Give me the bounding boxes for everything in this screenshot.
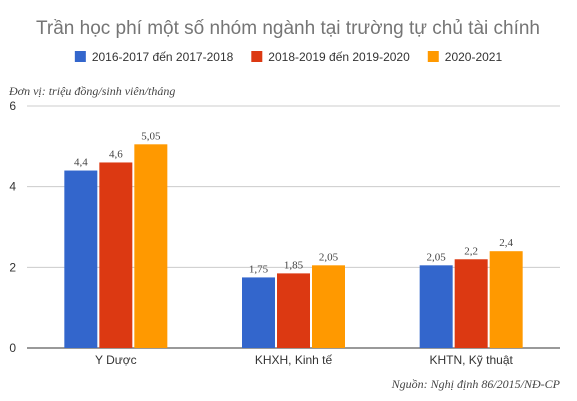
data-label: 2,05 [427, 251, 447, 263]
x-axis: Y Dược KHXH, Kinh tế KHTN, Kỹ thuật [95, 353, 514, 367]
y-tick-label: 6 [9, 99, 16, 113]
unit-label: Đơn vị: triệu đồng/sinh viên/tháng [8, 84, 175, 98]
y-tick-label: 2 [9, 260, 16, 274]
source-label: Nguồn: Nghị định 86/2015/NĐ-CP [391, 377, 561, 391]
legend-label: 2020-2021 [445, 50, 503, 64]
data-label: 1,75 [249, 263, 269, 275]
legend-label: 2018-2019 đến 2019-2020 [268, 50, 410, 64]
data-label: 4,6 [109, 148, 123, 160]
bar [277, 273, 310, 348]
bar [312, 265, 345, 348]
bar [134, 144, 168, 348]
chart-title: Trần học phí một số nhóm ngành tại trườn… [36, 18, 540, 39]
data-label: 1,85 [284, 259, 304, 271]
bars [64, 144, 523, 348]
data-label: 2,05 [319, 251, 339, 263]
data-labels: 4,4 4,6 5,05 1,75 1,85 2,05 2,05 2,2 2,4 [74, 130, 514, 275]
legend: 2016-2017 đến 2017-2018 2018-2019 đến 201… [74, 50, 503, 64]
x-category-label: KHXH, Kinh tế [255, 353, 333, 367]
x-category-label: KHTN, Kỹ thuật [429, 353, 513, 367]
bar [64, 170, 98, 348]
bar [242, 277, 275, 348]
y-tick-label: 0 [9, 341, 16, 355]
data-label: 5,05 [141, 130, 161, 142]
data-label: 4,4 [74, 157, 88, 169]
legend-swatch [251, 51, 263, 62]
legend-swatch [427, 51, 439, 62]
bar [419, 265, 453, 348]
legend-item: 2018-2019 đến 2019-2020 [251, 50, 410, 64]
bar [99, 162, 133, 348]
x-category-label: Y Dược [95, 353, 137, 367]
legend-swatch [74, 51, 86, 62]
legend-item: 2016-2017 đến 2017-2018 [74, 50, 234, 64]
bar [489, 251, 523, 348]
legend-label: 2016-2017 đến 2017-2018 [92, 50, 234, 64]
data-label: 2,2 [464, 245, 478, 257]
legend-item: 2020-2021 [427, 50, 503, 64]
y-axis: 0 2 4 6 [9, 99, 16, 355]
bar [454, 259, 488, 348]
data-label: 2,4 [499, 237, 513, 249]
y-tick-label: 4 [9, 180, 16, 194]
